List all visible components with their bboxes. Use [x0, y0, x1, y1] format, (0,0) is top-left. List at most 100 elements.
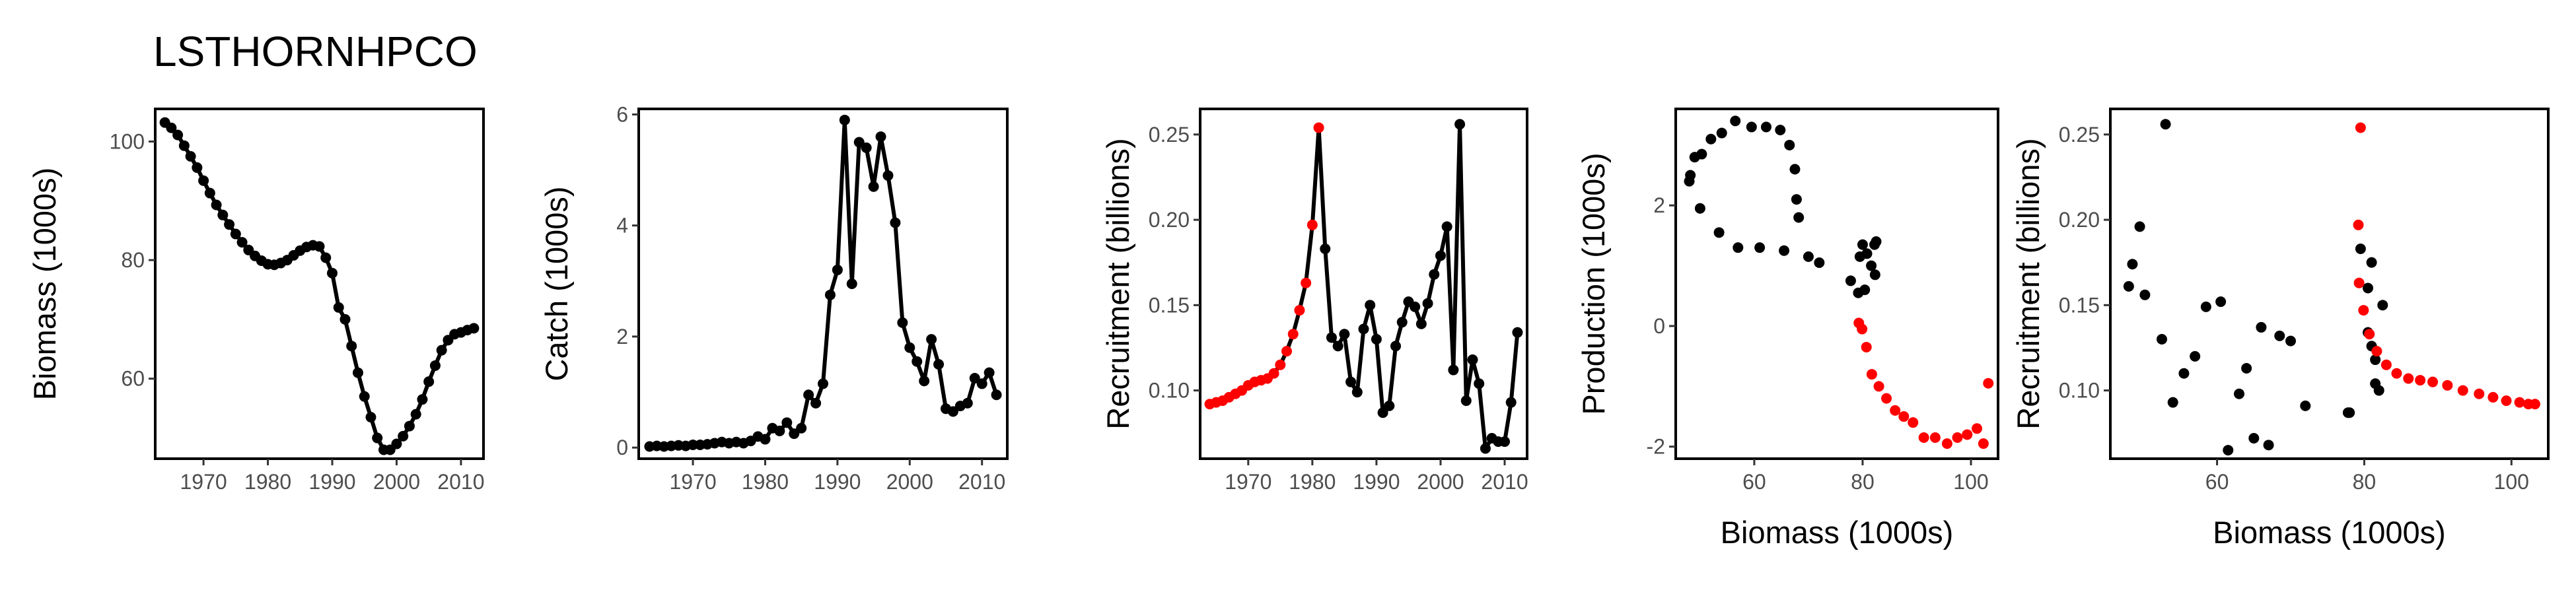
- data-point: [217, 209, 229, 220]
- highlight-point: [2514, 397, 2525, 408]
- y-axis-label: Biomass (1000s): [27, 168, 62, 401]
- highlight-point: [1861, 341, 1872, 352]
- y-axis-label: Catch (1000s): [539, 186, 574, 381]
- data-point: [204, 187, 215, 199]
- y-tick-label: 4: [616, 214, 628, 238]
- y-tick-label: 2: [616, 325, 628, 348]
- data-point: [1351, 387, 1363, 398]
- highlight-point: [1313, 122, 1324, 133]
- data-point: [1448, 364, 1459, 376]
- data-point: [166, 122, 177, 133]
- highlight-point: [1952, 432, 1963, 444]
- data-point: [2274, 330, 2285, 341]
- highlight-point: [1873, 381, 1884, 392]
- data-point: [890, 217, 901, 228]
- data-point: [398, 430, 409, 442]
- x-tick-label: 2000: [886, 470, 933, 494]
- plot-frame: [154, 108, 485, 460]
- highlight-point: [2415, 375, 2426, 386]
- y-tick-label: 0.10: [2059, 379, 2100, 403]
- data-point: [2342, 407, 2353, 418]
- plot-frame: [1674, 108, 1999, 460]
- highlight-point: [1962, 429, 1973, 440]
- data-point: [1358, 323, 1369, 335]
- data-point: [1326, 332, 1337, 343]
- data-point: [912, 356, 923, 367]
- highlight-point: [1972, 423, 1983, 434]
- data-point: [1869, 269, 1880, 280]
- data-point: [760, 434, 771, 445]
- data-point: [1474, 378, 1485, 389]
- data-point: [861, 142, 872, 153]
- data-point: [1685, 170, 1696, 181]
- highlight-point: [1287, 329, 1299, 340]
- x-tick-label: 1970: [1225, 470, 1271, 494]
- highlight-point: [1866, 369, 1877, 380]
- data-point: [1467, 354, 1478, 366]
- highlight-point: [2487, 391, 2499, 403]
- data-point: [1730, 116, 1741, 127]
- data-point: [2241, 362, 2252, 374]
- highlight-point: [1983, 378, 1994, 389]
- data-point: [2256, 321, 2267, 333]
- y-tick-label: 0.15: [2059, 293, 2100, 317]
- data-point: [1365, 300, 1376, 311]
- highlight-point: [2355, 122, 2366, 133]
- data-point: [333, 302, 344, 313]
- data-point: [1371, 334, 1382, 345]
- y-tick-label: 0: [616, 436, 628, 459]
- highlight-point: [1890, 405, 1901, 416]
- data-point: [1814, 257, 1825, 269]
- data-point: [1422, 298, 1433, 309]
- data-point: [897, 317, 908, 328]
- data-point: [2127, 259, 2138, 270]
- series-line: [649, 117, 999, 449]
- x-tick-label: 80: [1851, 470, 1875, 494]
- x-tick-label: 1980: [742, 470, 789, 494]
- y-tick-label: -2: [1647, 435, 1665, 459]
- data-point: [1429, 269, 1440, 280]
- data-point: [875, 131, 886, 143]
- data-point: [1377, 407, 1388, 418]
- data-point: [340, 314, 351, 325]
- data-point: [1746, 121, 1757, 133]
- highlight-point: [2391, 368, 2402, 379]
- data-point: [326, 267, 338, 279]
- data-point: [919, 376, 930, 387]
- data-point: [2134, 221, 2145, 232]
- highlight-point: [1978, 438, 1989, 449]
- data-point: [1853, 287, 1864, 298]
- highlight-point: [2403, 373, 2414, 384]
- data-point: [359, 391, 370, 402]
- y-tick-label: 0: [1653, 314, 1665, 338]
- data-point: [1760, 121, 1771, 133]
- y-axis-label: Recruitment (billions): [2011, 138, 2046, 429]
- data-point: [2157, 334, 2167, 345]
- highlight-point: [1908, 417, 1919, 428]
- data-point: [423, 376, 435, 387]
- y-tick-label: 100: [110, 129, 145, 153]
- data-point: [230, 228, 241, 240]
- data-point: [352, 367, 363, 378]
- y-tick-label: 0.25: [2059, 123, 2100, 147]
- data-point: [1696, 148, 1707, 160]
- y-tick-label: 0.20: [1149, 208, 1190, 232]
- data-point: [1803, 251, 1814, 262]
- x-tick-label: 100: [2494, 470, 2529, 494]
- data-point: [846, 279, 857, 289]
- data-point: [688, 439, 699, 450]
- highlight-point: [2371, 346, 2382, 357]
- data-point: [185, 150, 196, 162]
- data-point: [2139, 289, 2151, 300]
- x-tick-label: 2000: [373, 470, 420, 494]
- highlight-point: [2358, 305, 2369, 316]
- x-tick-label: 1990: [308, 470, 355, 494]
- data-point: [2215, 296, 2227, 308]
- data-point: [810, 397, 822, 409]
- data-point: [904, 342, 915, 353]
- data-point: [417, 394, 428, 405]
- data-point: [1505, 397, 1517, 408]
- data-point: [1499, 436, 1511, 447]
- x-tick-label: 1970: [180, 470, 227, 494]
- data-point: [882, 170, 894, 181]
